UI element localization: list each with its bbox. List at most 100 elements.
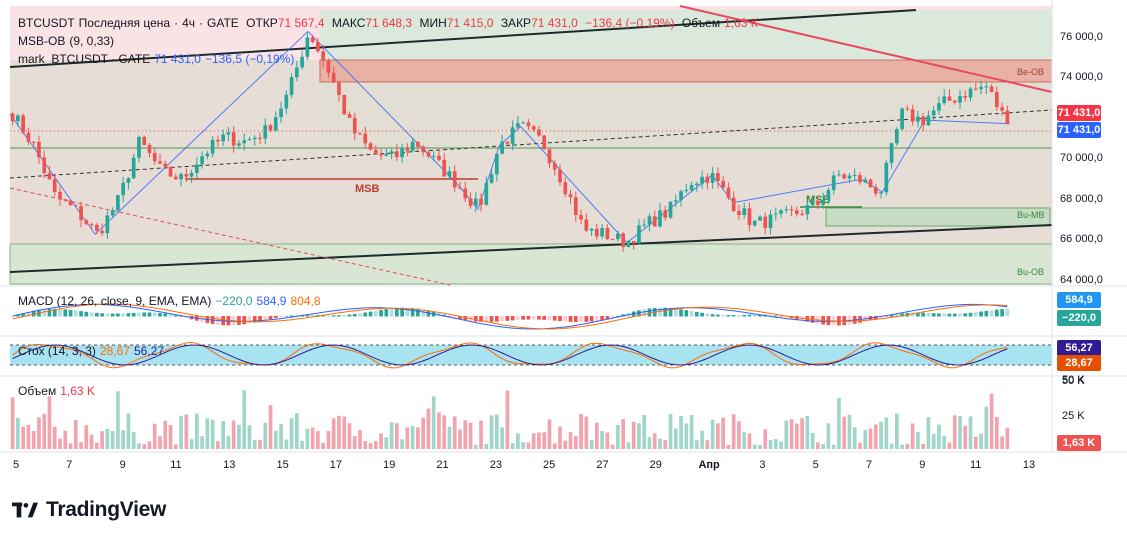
symbol-name[interactable]: BTCUSDT [18, 16, 75, 30]
macd-histogram-bar [147, 312, 152, 317]
candle-body [489, 174, 494, 183]
time-tick: 11 [970, 459, 981, 471]
candle-body [958, 95, 962, 103]
candle-body [952, 100, 957, 103]
macd-histogram-bar [16, 314, 20, 317]
candle-body [331, 72, 336, 83]
volume-bar [173, 444, 178, 449]
candle-body [416, 141, 420, 147]
macd-histogram-bar [110, 313, 115, 317]
tradingview-logo[interactable]: TradingView [12, 498, 166, 522]
macd-histogram-bar [426, 310, 431, 317]
time-tick: 29 [650, 459, 662, 471]
volume-bar [442, 415, 447, 449]
volume-bar [421, 417, 425, 449]
volume-label: Объем [681, 16, 721, 30]
volume-bar [726, 444, 731, 449]
macd-histogram-bar [505, 316, 510, 321]
mark-label[interactable]: mark_BTCUSDT · GATE [18, 52, 151, 66]
time-tick: 5 [813, 459, 819, 471]
volume-bar [963, 425, 968, 449]
macd-histogram-bar [884, 316, 889, 317]
candle-body [579, 214, 583, 220]
volume-bar [447, 426, 452, 449]
price-tick: 68 000,0 [1060, 193, 1103, 205]
volume-bar [489, 415, 494, 449]
candle-body [473, 198, 478, 206]
candle-body [800, 213, 804, 215]
macd-hist-value: −220,0 [215, 294, 253, 308]
open-value: 71 567,4 [277, 16, 325, 30]
volume-bar [284, 439, 289, 449]
candle-body [210, 139, 215, 154]
volume-pane-value: 1,63 K [60, 384, 95, 398]
macd-histogram-bar [895, 314, 899, 317]
volume-bar [663, 440, 668, 449]
price-tick: 76 000,0 [1060, 31, 1103, 43]
macd-histogram-bar [779, 316, 783, 317]
volume-bar [710, 419, 715, 449]
candle-body [142, 136, 147, 145]
volume-bar [626, 442, 631, 449]
candle-body [158, 161, 162, 164]
macd-histogram-bar [1000, 309, 1004, 317]
macd-title[interactable]: MACD (12, 26, close, 9, EMA, EMA) [18, 294, 212, 308]
macd-histogram-bar [68, 309, 73, 317]
macd-histogram-bar [916, 312, 920, 317]
macd-histogram-bar [616, 315, 620, 317]
volume-bar [331, 418, 336, 449]
volume-bar [795, 423, 799, 449]
volume-bar [179, 415, 183, 449]
stoch-axis-label: 50 K [1062, 374, 1085, 386]
time-tick: 7 [866, 459, 872, 471]
macd-histogram-bar [137, 312, 141, 317]
candle-body [442, 159, 447, 177]
candle-body [316, 41, 320, 52]
macd-legend: MACD (12, 26, close, 9, EMA, EMA) −220,0 5… [18, 293, 325, 309]
chart-canvas[interactable]: MSB MSB Be-OB Bu-MB Bu-OB 76 000,0 74 00… [0, 0, 1127, 480]
volume-bar [810, 433, 815, 449]
candle-body [563, 182, 568, 195]
time-tick: 23 [490, 459, 502, 471]
macd-histogram-bar [568, 316, 573, 322]
macd-histogram-bar [716, 314, 720, 317]
macd-histogram-bar [537, 316, 541, 320]
macd-histogram-bar [342, 314, 347, 317]
macd-histogram-bar [500, 316, 504, 322]
candle-body [926, 115, 931, 126]
volume-bar [695, 440, 699, 449]
candle-body [921, 116, 925, 126]
candle-body [716, 173, 720, 181]
volume-bar [84, 425, 89, 449]
macd-histogram-bar [237, 316, 241, 325]
volume-bar [521, 442, 525, 449]
volume-bar [816, 442, 820, 449]
volume-bar [837, 397, 841, 449]
time-axis[interactable]: 5 7 9 11 13 15 17 19 21 23 25 27 29 Апр 3 5 7 9 11 13 [13, 459, 1035, 471]
candle-body [937, 103, 941, 111]
candle-body [905, 108, 910, 110]
candle-body [447, 171, 452, 177]
stoch-d-badge: 56,27 [1057, 340, 1101, 356]
stoch-title[interactable]: Стох (14, 3, 3) [18, 344, 96, 358]
volume-bar [342, 416, 347, 449]
volume-bar [263, 422, 268, 449]
zigzag-overlay [9, 30, 1011, 244]
macd-histogram-bar [400, 307, 404, 317]
macd-histogram-bar [168, 314, 173, 317]
macd-histogram-bar [589, 316, 594, 322]
volume-bar [679, 415, 683, 449]
candle-body [358, 133, 362, 135]
legend-sep: · [199, 16, 203, 30]
candle-body [173, 176, 178, 180]
volume-bar [768, 440, 773, 449]
macd-histogram-bar [979, 311, 983, 317]
candle-body [505, 141, 510, 144]
volume-bar [152, 423, 157, 449]
msb-name[interactable]: MSB-OB [18, 34, 66, 48]
macd-histogram-bar [152, 312, 157, 317]
volume-bar [605, 432, 610, 449]
volume-title[interactable]: Объем [18, 384, 57, 398]
candle-body [89, 224, 94, 226]
